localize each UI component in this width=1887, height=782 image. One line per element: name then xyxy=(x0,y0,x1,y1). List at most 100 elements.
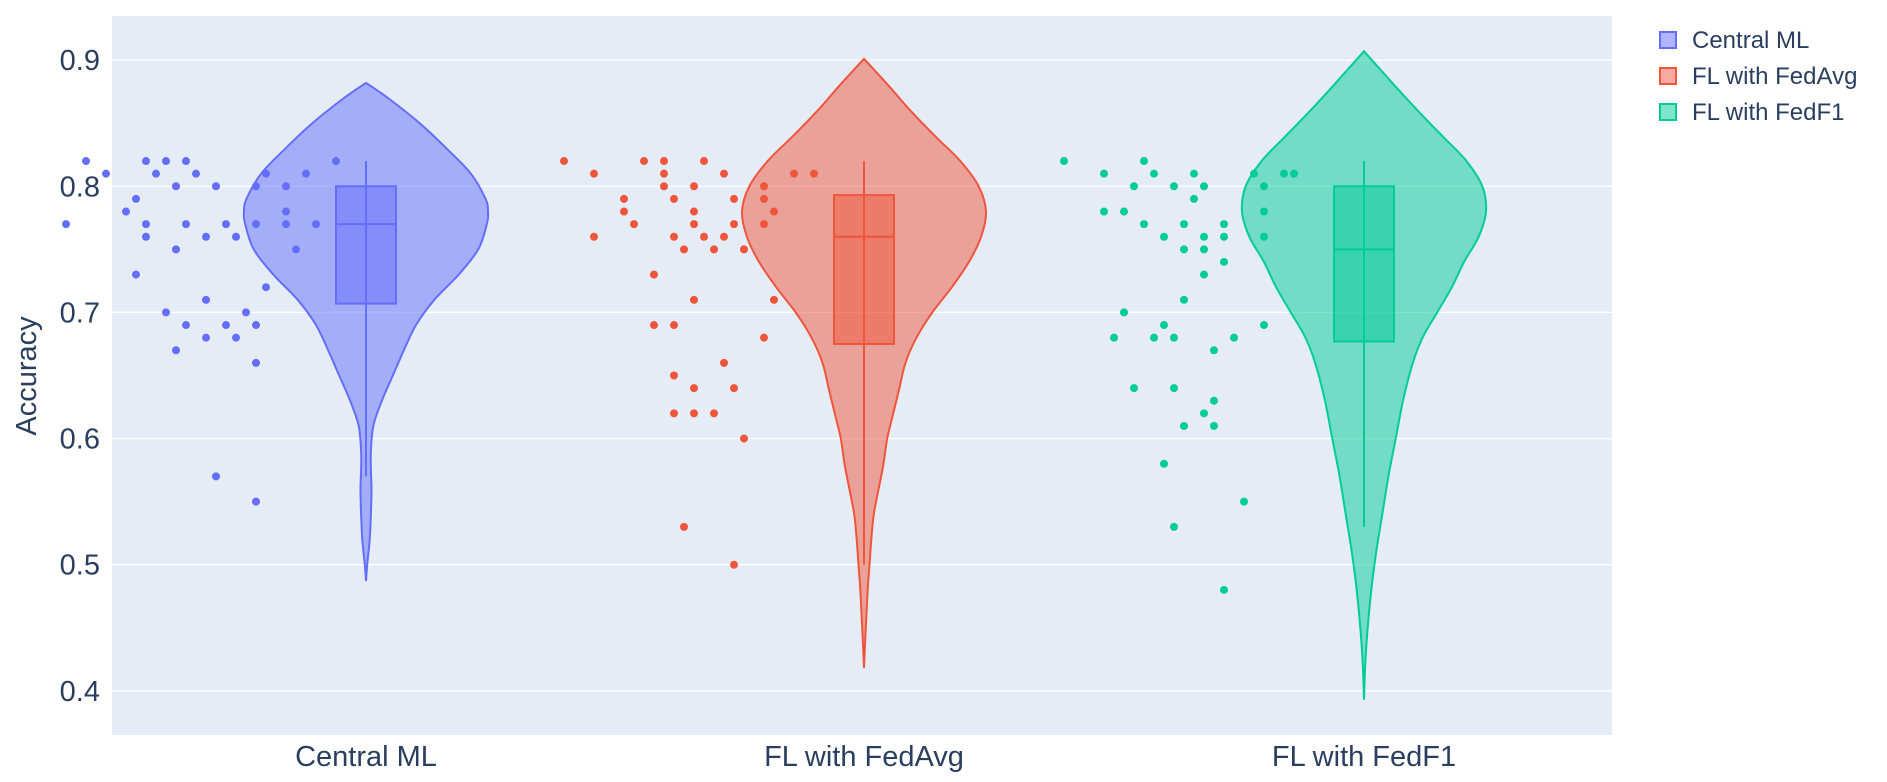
data-point xyxy=(122,207,130,216)
data-point xyxy=(670,321,678,330)
y-tick-label: 0.6 xyxy=(60,424,100,456)
series-group xyxy=(1060,49,1488,700)
data-point xyxy=(232,232,240,241)
data-point xyxy=(650,321,658,330)
data-point xyxy=(620,207,628,216)
data-point xyxy=(770,295,778,304)
data-point xyxy=(1210,346,1218,355)
x-tick-label: Central ML xyxy=(295,741,437,773)
data-point xyxy=(1290,169,1298,178)
data-point xyxy=(222,220,230,229)
data-point xyxy=(1060,157,1068,166)
data-point xyxy=(132,270,140,279)
data-point xyxy=(790,169,798,178)
legend-label: FL with FedAvg xyxy=(1692,63,1857,90)
data-point xyxy=(1120,207,1128,216)
data-point xyxy=(1180,421,1188,430)
box-iqr xyxy=(1333,185,1395,343)
legend-label: FL with FedF1 xyxy=(1692,99,1845,126)
data-point xyxy=(162,157,170,166)
data-point xyxy=(560,157,568,166)
data-point xyxy=(1180,220,1188,229)
data-point xyxy=(1160,321,1168,330)
y-tick-label: 0.5 xyxy=(60,550,100,582)
data-point xyxy=(1260,182,1268,191)
data-point xyxy=(282,182,290,191)
data-point xyxy=(760,333,768,342)
data-point xyxy=(660,169,668,178)
data-point xyxy=(1180,295,1188,304)
data-point xyxy=(1170,333,1178,342)
data-point xyxy=(720,232,728,241)
data-point xyxy=(242,308,250,317)
y-tick-labels: 0.4 0.5 0.6 0.7 0.8 0.9 xyxy=(60,45,100,708)
chart-marks xyxy=(62,49,1488,700)
data-point xyxy=(1140,157,1148,166)
data-point xyxy=(590,232,598,241)
data-point xyxy=(690,295,698,304)
data-point xyxy=(142,157,150,166)
legend-item: Central ML xyxy=(1659,27,1809,54)
y-axis-title: Accuracy xyxy=(11,316,43,436)
data-point xyxy=(740,245,748,254)
data-point xyxy=(700,232,708,241)
data-point xyxy=(102,169,110,178)
data-point xyxy=(730,220,738,229)
data-point xyxy=(690,220,698,229)
data-point xyxy=(740,434,748,443)
data-point xyxy=(162,308,170,317)
data-point xyxy=(670,194,678,203)
data-point xyxy=(82,157,90,166)
data-point xyxy=(720,169,728,178)
data-point xyxy=(730,384,738,393)
data-point xyxy=(252,182,260,191)
data-point xyxy=(1130,384,1138,393)
y-tick-label: 0.7 xyxy=(60,297,100,329)
data-point xyxy=(1170,522,1178,531)
data-point xyxy=(760,220,768,229)
data-point xyxy=(1160,232,1168,241)
data-point xyxy=(1150,333,1158,342)
data-point xyxy=(730,560,738,569)
legend-swatch xyxy=(1659,103,1677,121)
data-point xyxy=(1100,169,1108,178)
data-point xyxy=(142,220,150,229)
data-point xyxy=(222,321,230,330)
data-point xyxy=(690,384,698,393)
data-point xyxy=(810,169,818,178)
data-point xyxy=(1220,220,1228,229)
data-point xyxy=(1100,207,1108,216)
data-point xyxy=(1110,333,1118,342)
data-point xyxy=(1180,245,1188,254)
data-point xyxy=(680,245,688,254)
data-point xyxy=(1200,409,1208,418)
data-point xyxy=(232,333,240,342)
data-point xyxy=(1260,232,1268,241)
data-point xyxy=(690,207,698,216)
data-point xyxy=(660,157,668,166)
data-point xyxy=(182,321,190,330)
y-tick-label: 0.9 xyxy=(60,45,100,77)
data-point xyxy=(1210,396,1218,405)
data-point xyxy=(1260,207,1268,216)
data-point xyxy=(142,232,150,241)
box-iqr xyxy=(833,194,895,345)
data-point xyxy=(1210,421,1218,430)
data-point xyxy=(262,283,270,292)
data-point xyxy=(1130,182,1138,191)
data-point xyxy=(720,358,728,367)
data-point xyxy=(1230,333,1238,342)
data-point xyxy=(1280,169,1288,178)
data-point xyxy=(680,522,688,531)
data-point xyxy=(1140,220,1148,229)
data-point xyxy=(182,220,190,229)
data-point xyxy=(152,169,160,178)
data-point xyxy=(1200,182,1208,191)
series-group xyxy=(62,81,490,582)
data-point xyxy=(1120,308,1128,317)
data-point xyxy=(640,157,648,166)
data-point xyxy=(252,220,260,229)
data-point xyxy=(212,182,220,191)
y-tick-label: 0.4 xyxy=(60,676,100,708)
data-point xyxy=(1190,194,1198,203)
